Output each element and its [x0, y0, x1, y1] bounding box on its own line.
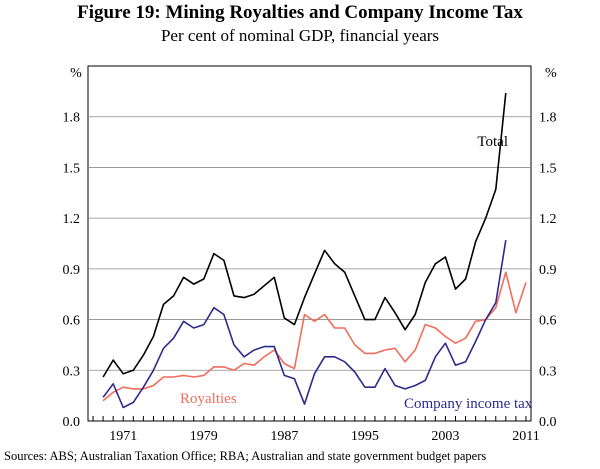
- series-line-royalties: [102, 271, 527, 402]
- chart-title: Figure 19: Mining Royalties and Company …: [77, 2, 523, 23]
- y-axis-unit-left: %: [70, 66, 82, 81]
- plot-area: [87, 65, 532, 422]
- y-tick-label-left: 1.2: [63, 212, 81, 227]
- y-gridlines: [88, 116, 531, 371]
- x-tick-label: 1987: [270, 429, 298, 444]
- series-labels: Total Royalties Company income tax: [180, 134, 533, 412]
- y-tick-label-right: 0.9: [539, 263, 557, 278]
- source-note: Sources: ABS; Australian Taxation Office…: [4, 449, 487, 463]
- y-tick-label-left: 1.5: [63, 161, 81, 176]
- y-tick-label-right: 1.5: [539, 161, 557, 176]
- series-line-total: [102, 92, 507, 378]
- y-tick-label-left: 0.3: [63, 364, 81, 379]
- data-series: [102, 92, 527, 409]
- series-line-company-income-tax: [102, 239, 507, 409]
- series-label-total: Total: [477, 134, 508, 150]
- y-tick-label-right: 0.0: [539, 415, 557, 430]
- y-tick-label-right: 0.3: [539, 364, 557, 379]
- series-label-company-income-tax: Company income tax: [404, 396, 533, 412]
- y-tick-label-left: 0.6: [63, 314, 81, 329]
- y-tick-label-left: 0.0: [63, 415, 81, 430]
- y-tick-label-right: 1.8: [539, 111, 557, 126]
- series-label-royalties: Royalties: [180, 391, 237, 407]
- x-tick-label: 1995: [351, 429, 379, 444]
- x-tick-label: 1979: [190, 429, 218, 444]
- x-tick-label: 2011: [512, 429, 539, 444]
- x-tick-label: 1971: [109, 429, 137, 444]
- y-tick-label-right: 0.6: [539, 314, 557, 329]
- x-tick-label: 2003: [431, 429, 459, 444]
- chart-subtitle: Per cent of nominal GDP, financial years: [160, 26, 440, 45]
- y-tick-label-left: 0.9: [63, 263, 81, 278]
- y-tick-label-left: 1.8: [63, 111, 81, 126]
- y-tick-label-right: 1.2: [539, 212, 557, 227]
- y-axis-labels: 0.0 0.0 0.3 0.3 0.6 0.6 0.9 0.9 1.2 1.2 1.5 1.5 1.8 1…: [63, 111, 557, 430]
- x-axis-ticks: [92, 416, 527, 421]
- x-axis-labels: 1971 1979 1987 1995 2003 2011: [109, 429, 539, 444]
- y-axis-unit-right: %: [545, 66, 557, 81]
